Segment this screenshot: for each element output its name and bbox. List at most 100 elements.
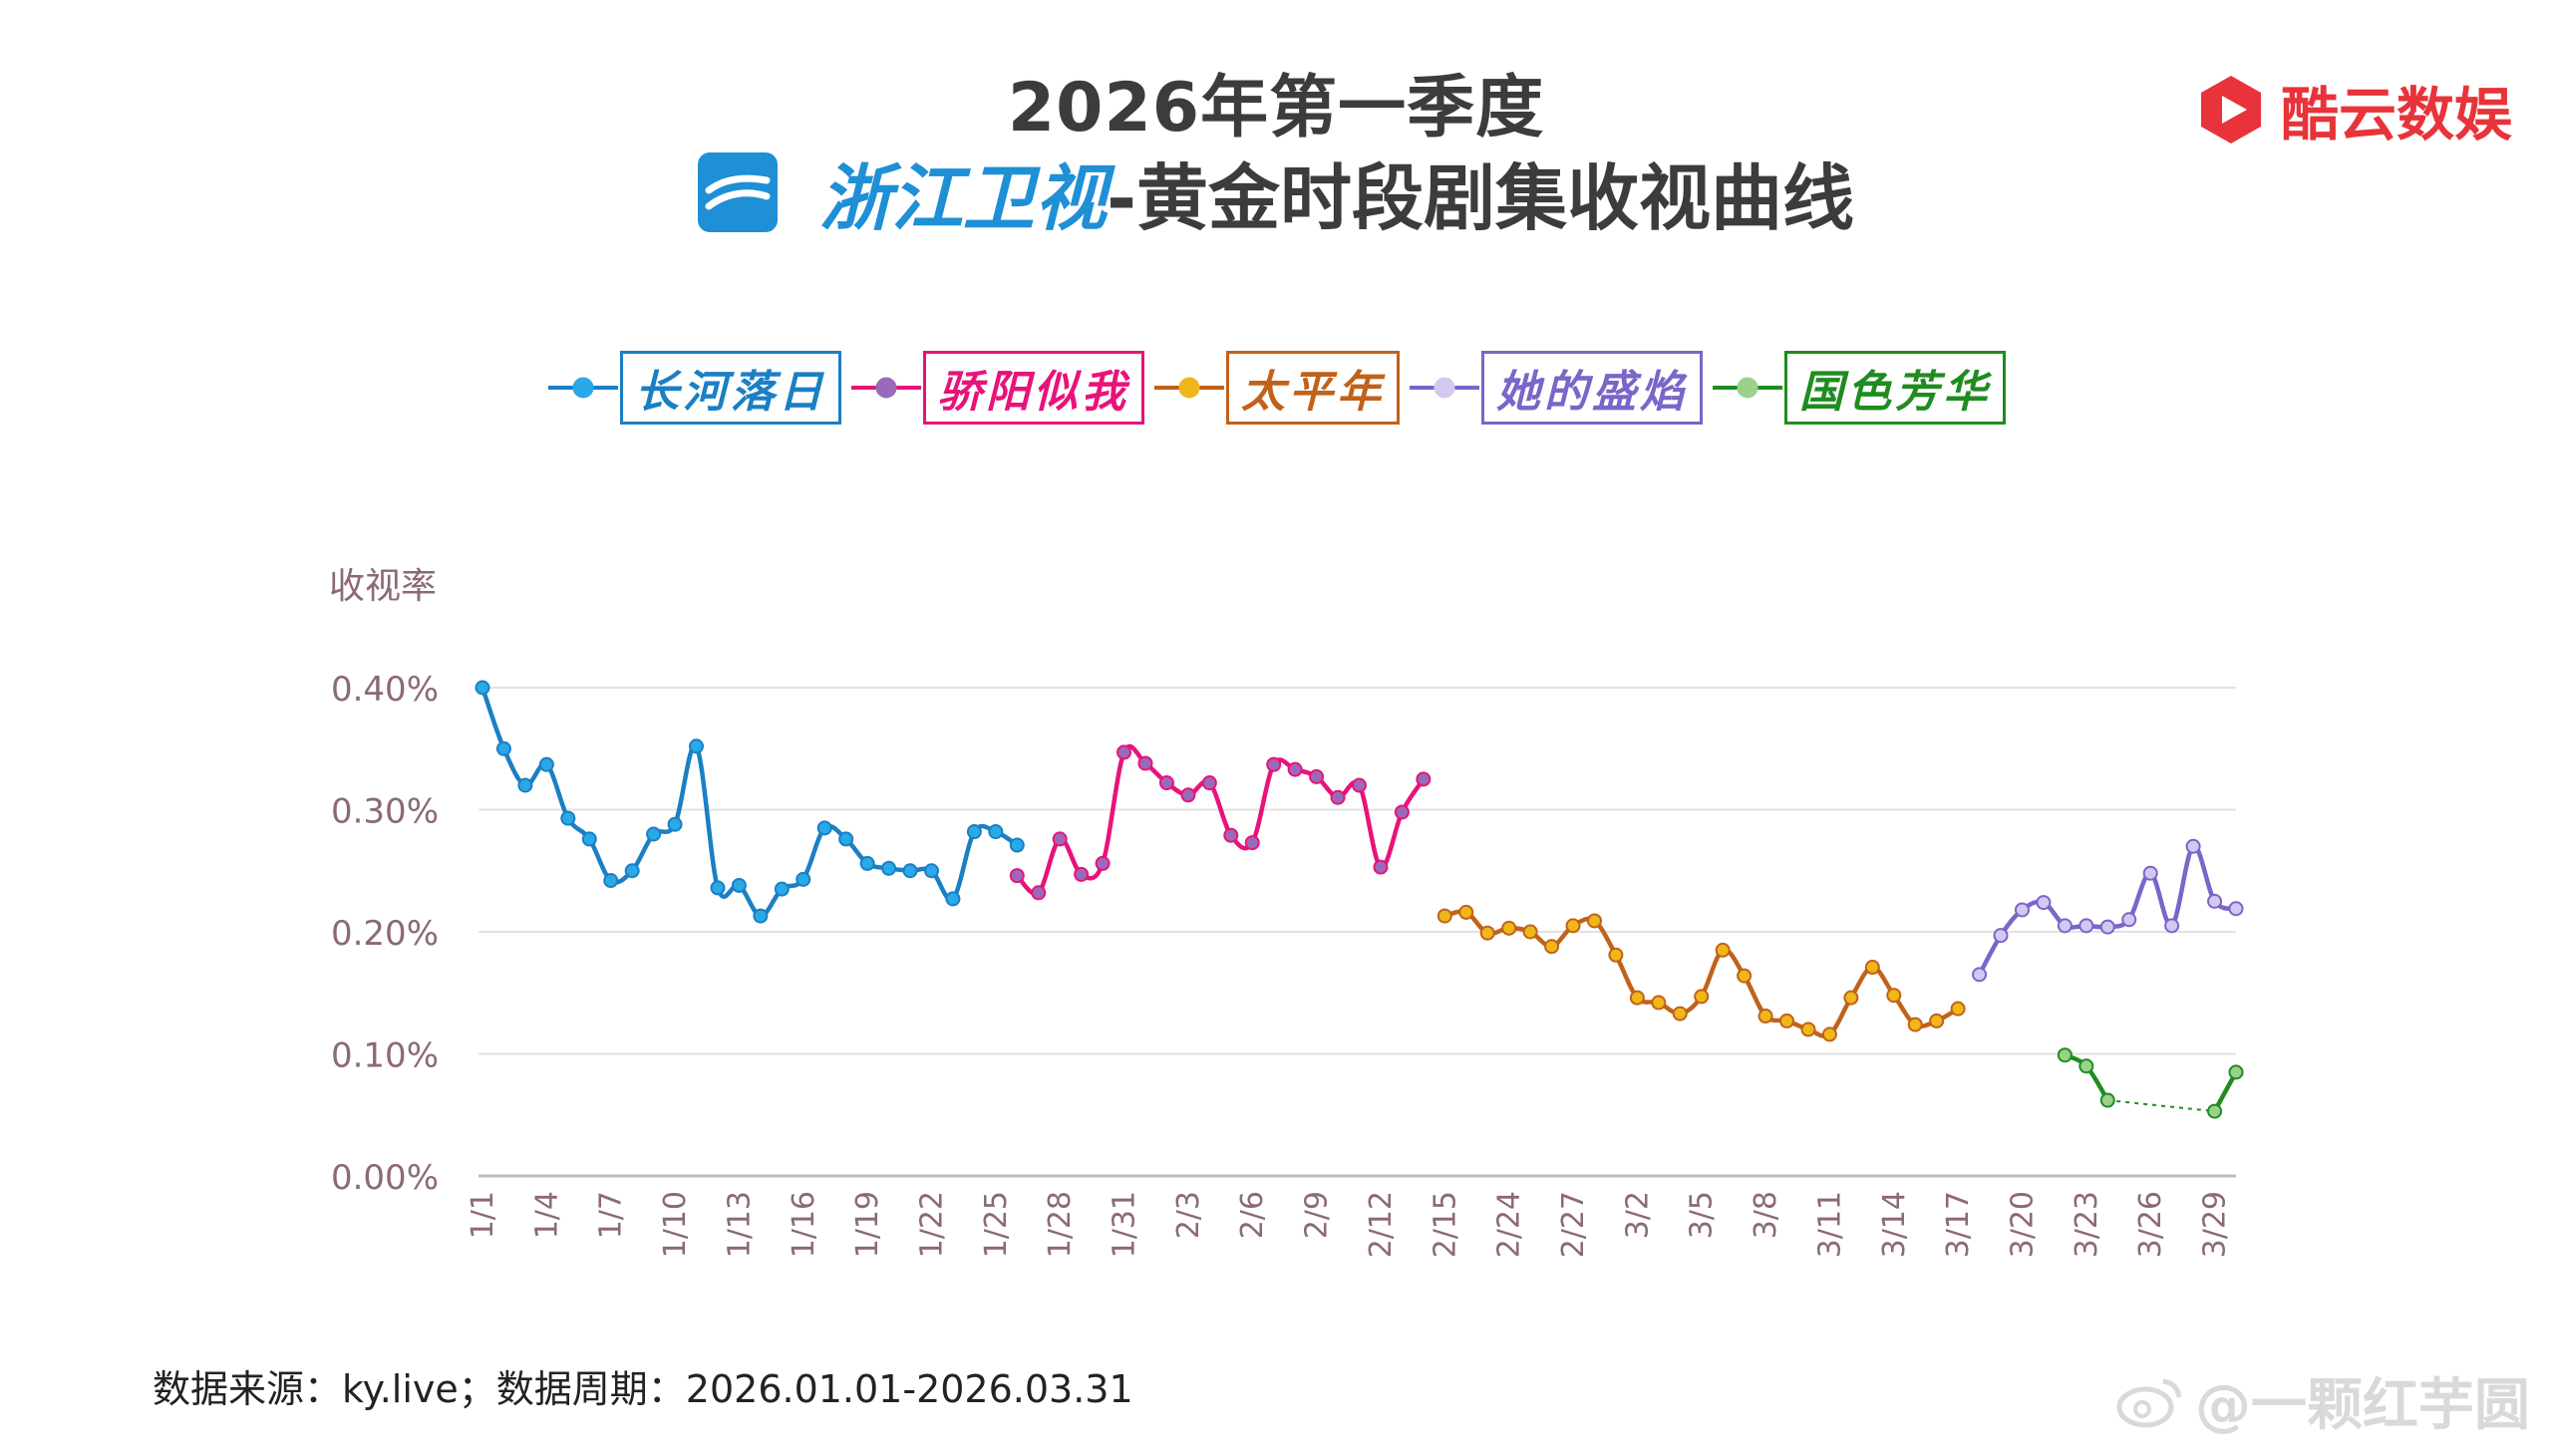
x-tick-label: 1/28 (1043, 1191, 1078, 1258)
x-tick-label: 3/11 (1812, 1191, 1847, 1258)
data-point-1 (923, 863, 939, 879)
data-point-1 (731, 877, 747, 893)
data-point-1 (581, 831, 597, 847)
data-point-5 (2057, 1047, 2073, 1063)
data-point-1 (881, 860, 897, 876)
data-point-4 (2207, 893, 2223, 909)
x-tick-label: 3/5 (1685, 1191, 1720, 1239)
legend-item-4[interactable]: 她的盛焰 (1408, 351, 1703, 425)
y-tick-label: 0.10% (331, 1036, 439, 1076)
data-point-2 (1158, 775, 1174, 791)
data-point-4 (1993, 928, 2009, 944)
y-axis-label: 收视率 (329, 566, 437, 607)
legend-item-5[interactable]: 国色芳华 (1711, 351, 2006, 425)
brand-logo: 酷云数娱 (2195, 68, 2512, 151)
data-point-1 (495, 740, 511, 756)
data-point-1 (838, 831, 854, 847)
weibo-icon (2116, 1378, 2182, 1427)
data-point-3 (1821, 1026, 1837, 1042)
data-point-5 (2099, 1092, 2115, 1108)
data-point-1 (560, 810, 576, 826)
data-point-4 (2142, 865, 2158, 881)
data-point-4 (2228, 901, 2244, 917)
x-tick-label: 1/19 (850, 1191, 885, 1258)
data-point-2 (1009, 868, 1025, 884)
legend-item-2[interactable]: 骄阳似我 (849, 351, 1144, 425)
x-tick-label: 2/27 (1556, 1191, 1591, 1258)
x-tick-label: 3/17 (1941, 1191, 1976, 1258)
data-point-3 (1651, 995, 1667, 1011)
channel-name: 浙江卫视 (819, 156, 1108, 240)
data-point-3 (1672, 1006, 1688, 1021)
data-point-2 (1201, 775, 1217, 791)
data-point-2 (1116, 744, 1132, 760)
data-point-3 (1864, 960, 1880, 976)
data-point-4 (2036, 895, 2052, 911)
data-point-3 (1950, 1001, 1966, 1017)
legend-item-1[interactable]: 长河落日 (546, 351, 841, 425)
x-tick-label: 1/10 (658, 1191, 693, 1258)
data-point-1 (988, 824, 1004, 840)
data-point-2 (1266, 756, 1282, 772)
page-subtitle: 浙江卫视 -黄金时段剧集收视曲线 (0, 140, 2552, 244)
data-point-2 (1244, 835, 1260, 851)
legend-marker (1154, 377, 1224, 399)
data-source-note: 数据来源：ky.live；数据周期：2026.01.01-2026.03.31 (153, 1367, 1133, 1411)
legend-marker (1410, 377, 1479, 399)
data-point-4 (2078, 918, 2094, 934)
data-point-1 (859, 855, 875, 871)
data-point-1 (1009, 837, 1025, 853)
data-point-3 (1544, 939, 1560, 955)
data-point-2 (1095, 855, 1111, 871)
data-point-3 (1779, 1013, 1795, 1028)
data-point-5 (2228, 1064, 2244, 1080)
x-tick-label: 3/29 (2198, 1191, 2233, 1258)
y-tick-label: 0.00% (331, 1158, 439, 1198)
x-tick-label: 1/13 (722, 1191, 757, 1258)
data-point-3 (1458, 904, 1474, 920)
x-tick-label: 2/12 (1364, 1191, 1399, 1258)
data-point-1 (646, 826, 662, 842)
data-point-5 (2078, 1058, 2094, 1074)
data-point-1 (624, 863, 640, 879)
data-point-1 (796, 871, 811, 887)
data-point-1 (517, 777, 533, 793)
data-point-4 (2185, 838, 2201, 854)
legend-marker (1713, 377, 1782, 399)
data-point-3 (1843, 990, 1859, 1006)
legend-label: 骄阳似我 (923, 351, 1144, 425)
y-tick-label: 0.30% (331, 792, 439, 832)
legend-label: 她的盛焰 (1481, 351, 1703, 425)
x-tick-label: 2/15 (1428, 1191, 1462, 1258)
legend-label: 国色芳华 (1784, 351, 2006, 425)
data-point-3 (1501, 920, 1517, 936)
x-tick-label: 1/25 (979, 1191, 1014, 1258)
data-point-1 (603, 873, 619, 889)
data-point-3 (1608, 947, 1624, 963)
data-point-1 (945, 891, 961, 907)
data-point-1 (475, 680, 490, 696)
data-point-3 (1886, 988, 1902, 1004)
legend-marker (851, 377, 921, 399)
x-tick-label: 2/6 (1235, 1191, 1270, 1239)
data-point-2 (1416, 771, 1432, 787)
channel-logo-icon (698, 151, 779, 232)
data-point-4 (2014, 902, 2030, 918)
x-tick-label: 3/14 (1877, 1191, 1912, 1258)
data-point-3 (1907, 1017, 1923, 1032)
data-point-3 (1436, 908, 1452, 924)
data-point-2 (1180, 787, 1196, 803)
data-point-3 (1586, 913, 1602, 929)
x-tick-label: 2/24 (1492, 1191, 1527, 1258)
x-tick-label: 3/23 (2070, 1191, 2104, 1258)
data-point-3 (1737, 968, 1753, 984)
legend-item-3[interactable]: 太平年 (1152, 351, 1400, 425)
data-point-2 (1352, 777, 1367, 793)
watermark-text: @一颗红芋圆 (2195, 1373, 2530, 1438)
watermark: @一颗红芋圆 (2115, 1360, 2530, 1441)
data-point-2 (1031, 885, 1047, 901)
data-point-2 (1052, 831, 1068, 847)
data-point-2 (1074, 866, 1090, 882)
x-tick-label: 3/26 (2133, 1191, 2168, 1258)
